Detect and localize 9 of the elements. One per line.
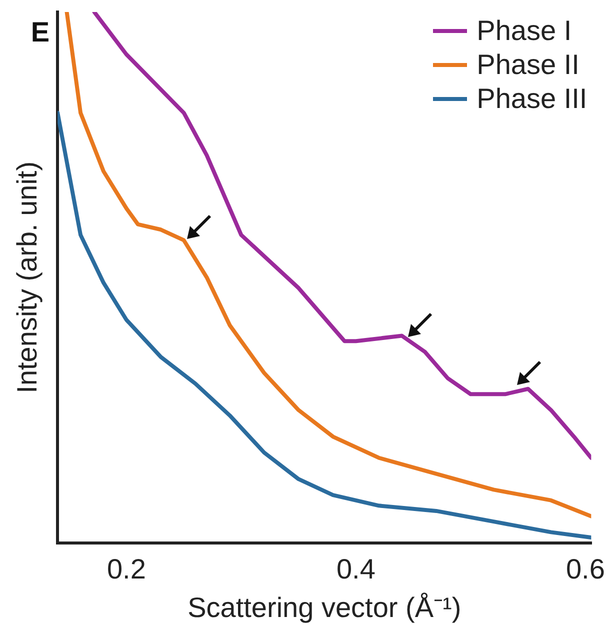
x-tick-label: 0.6: [566, 553, 605, 584]
x-axis-title: Scattering vector (Å⁻¹): [188, 592, 462, 623]
legend-label: Phase II: [476, 48, 580, 82]
x-tick-label: 0.4: [336, 553, 376, 584]
x-tick-label: 0.2: [106, 553, 146, 584]
y-axis-title: Intensity (arb. unit): [12, 161, 43, 394]
legend-label: Phase I: [476, 14, 572, 48]
text: E: [30, 16, 50, 48]
legend-label: Phase III: [476, 82, 588, 116]
